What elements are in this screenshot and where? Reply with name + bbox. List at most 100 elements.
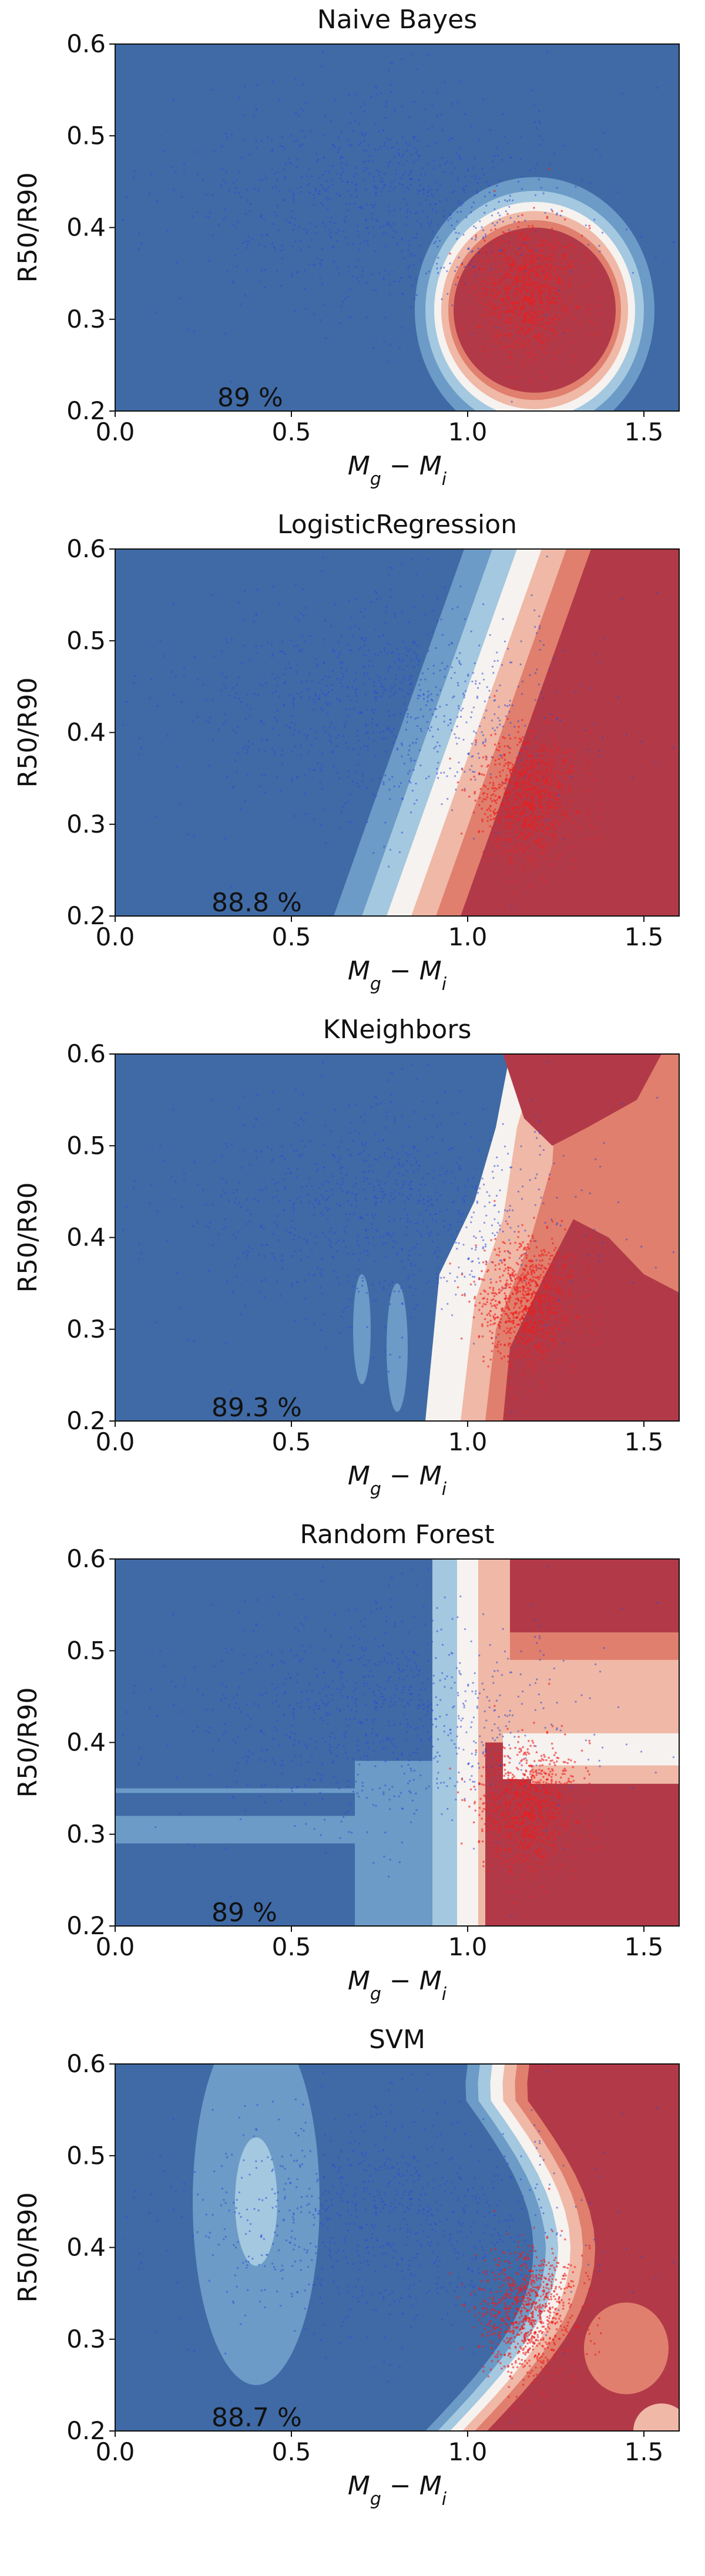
blue-class-point <box>367 749 370 751</box>
blue-class-point <box>380 1102 382 1105</box>
red-class-point <box>568 282 570 285</box>
blue-class-point <box>407 650 409 652</box>
red-class-point <box>570 1304 573 1307</box>
blue-class-point <box>374 203 377 206</box>
blue-class-point <box>393 280 395 282</box>
blue-class-point <box>408 770 411 772</box>
blue-class-point <box>349 1213 351 1215</box>
red-class-point <box>548 776 550 779</box>
blue-class-point <box>464 265 466 268</box>
blue-class-point <box>315 153 318 155</box>
blue-class-point <box>271 1090 274 1093</box>
blue-class-point <box>489 773 492 776</box>
blue-class-point <box>364 665 367 668</box>
blue-class-point <box>296 645 298 647</box>
blue-class-point <box>499 179 501 181</box>
red-class-point <box>542 844 545 847</box>
blue-class-point <box>401 237 403 240</box>
blue-class-point <box>364 1198 367 1201</box>
blue-class-point <box>291 245 294 247</box>
red-class-point <box>539 1260 541 1262</box>
red-class-point <box>543 833 546 835</box>
red-class-point <box>489 309 492 312</box>
blue-class-point <box>443 210 445 212</box>
blue-class-point <box>472 770 474 773</box>
blue-class-point <box>221 145 223 147</box>
blue-class-point <box>323 662 325 664</box>
blue-class-point <box>223 713 226 715</box>
blue-class-point <box>539 144 541 146</box>
red-class-point <box>531 362 533 364</box>
blue-class-point <box>409 676 411 678</box>
red-class-point <box>531 804 533 807</box>
red-class-point <box>495 283 498 285</box>
red-class-point <box>516 280 519 282</box>
red-class-point <box>515 1386 518 1388</box>
red-class-point <box>533 827 536 830</box>
blue-class-point <box>284 681 286 683</box>
blue-class-point <box>387 1175 390 1177</box>
blue-class-point <box>328 1208 331 1210</box>
red-class-point <box>538 268 540 271</box>
blue-class-point <box>463 189 465 191</box>
red-class-point <box>521 300 523 303</box>
blue-class-point <box>355 196 358 198</box>
red-class-point <box>554 783 556 786</box>
red-class-point <box>588 284 590 287</box>
blue-class-point <box>542 1202 545 1204</box>
blue-class-point <box>325 197 328 199</box>
blue-class-point <box>340 156 343 158</box>
red-class-point <box>521 848 523 851</box>
red-class-point <box>559 261 562 264</box>
blue-class-point <box>464 618 466 621</box>
blue-class-point <box>408 174 411 176</box>
blue-class-point <box>482 734 485 736</box>
blue-class-point <box>436 1125 438 1127</box>
blue-class-point <box>437 272 439 274</box>
red-class-point <box>468 290 471 293</box>
blue-class-point <box>237 247 239 250</box>
red-class-point <box>549 255 552 258</box>
blue-class-point <box>384 737 387 739</box>
blue-class-point <box>539 1130 541 1132</box>
blue-class-point <box>429 708 432 710</box>
blue-class-point <box>428 189 430 191</box>
blue-class-point <box>408 780 411 782</box>
blue-class-point <box>233 224 235 226</box>
blue-class-point <box>354 265 357 268</box>
x-axis-label: Mg − Mi <box>348 451 447 490</box>
blue-class-point <box>261 1244 263 1247</box>
blue-class-point <box>197 678 199 681</box>
blue-class-point <box>297 115 300 117</box>
red-class-point <box>506 240 509 243</box>
red-class-point <box>529 735 532 737</box>
blue-class-point <box>454 733 456 735</box>
blue-class-point <box>382 685 385 688</box>
blue-class-point <box>440 267 442 269</box>
blue-class-point <box>504 704 506 706</box>
blue-class-point <box>558 289 560 291</box>
blue-class-point <box>324 809 326 811</box>
red-class-point <box>538 310 540 313</box>
blue-class-point <box>314 190 317 192</box>
blue-class-point <box>524 220 526 222</box>
blue-class-point <box>339 699 341 702</box>
red-class-point <box>528 1349 531 1352</box>
blue-class-point <box>244 213 247 215</box>
blue-class-point <box>348 649 351 652</box>
red-class-point <box>478 299 481 301</box>
blue-class-point <box>365 732 367 734</box>
blue-class-point <box>593 218 596 221</box>
red-class-point <box>489 825 491 827</box>
blue-class-point <box>374 1095 377 1098</box>
blue-class-point <box>393 785 395 787</box>
red-class-point <box>509 1274 512 1277</box>
red-class-point <box>533 793 536 796</box>
red-class-point <box>555 857 558 860</box>
blue-class-point <box>223 208 226 210</box>
red-class-point <box>478 1309 481 1311</box>
blue-class-point <box>340 666 343 669</box>
blue-class-point <box>413 298 416 300</box>
blue-class-point <box>415 1242 418 1245</box>
blue-class-point <box>386 642 388 645</box>
